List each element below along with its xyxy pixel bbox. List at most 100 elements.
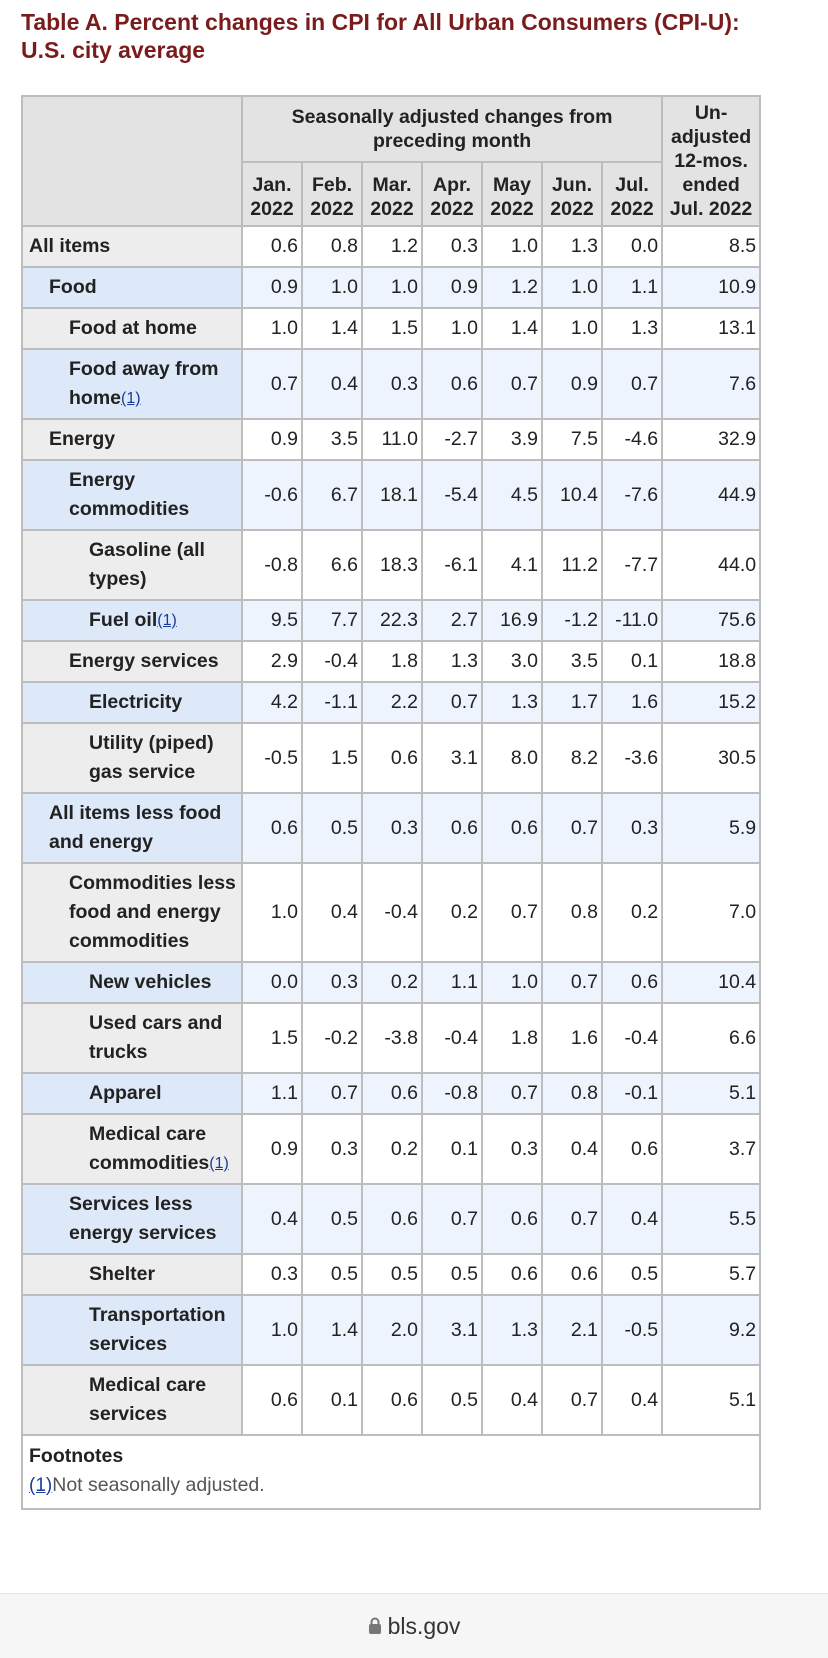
table-row: All items 0.6 0.8 1.2 0.3 1.0 1.3 0.0 8.5	[21, 225, 762, 268]
label-text: Electricity	[89, 691, 183, 713]
value-cell: -0.8	[241, 529, 303, 601]
value-cell: 1.2	[361, 225, 423, 268]
value-cell: 11.0	[361, 418, 423, 461]
footnote-link[interactable]: (1)	[209, 1155, 229, 1172]
value-cell: 0.7	[541, 1183, 603, 1255]
value-cell: 2.7	[421, 599, 483, 642]
header-row: Jan. 2022 Feb. 2022 Mar. 2022 Apr. 2022 May …	[22, 161, 760, 227]
value-cell: -0.8	[421, 1072, 483, 1115]
value-cell: 11.2	[541, 529, 603, 601]
value-cell: 1.0	[481, 225, 543, 268]
value-cell: 1.0	[421, 307, 483, 350]
header-row: Seasonally adjusted changes from precedi…	[21, 94, 762, 227]
value-cell: -0.4	[600, 1002, 664, 1074]
value-cell: -7.6	[600, 459, 664, 531]
value-cell: -0.1	[600, 1072, 664, 1115]
value-cell: 5.7	[661, 1253, 762, 1296]
value-cell: -0.5	[600, 1294, 664, 1366]
value-cell: 1.3	[541, 225, 603, 268]
value-cell: 0.1	[421, 1113, 483, 1185]
row-label: Energy	[21, 418, 243, 461]
label-text: Medical care commodities	[89, 1123, 210, 1174]
value-cell: 0.5	[600, 1253, 664, 1296]
value-cell: -1.2	[541, 599, 603, 642]
value-cell: 0.3	[301, 961, 363, 1004]
value-cell: 1.3	[481, 1294, 543, 1366]
month-header: Jan. 2022	[241, 161, 303, 227]
value-cell: 1.0	[541, 266, 603, 309]
value-cell: 0.8	[301, 225, 363, 268]
value-cell: 1.0	[481, 961, 543, 1004]
value-cell: 0.5	[301, 1253, 363, 1296]
value-cell: -0.5	[241, 722, 303, 794]
value-cell: -4.6	[600, 418, 664, 461]
value-cell: -0.2	[301, 1002, 363, 1074]
value-cell: 0.3	[421, 225, 483, 268]
value-cell: 0.7	[481, 862, 543, 963]
value-cell: 0.5	[361, 1253, 423, 1296]
table-row: Commodities less food and energy commodi…	[21, 862, 762, 963]
footnote-link[interactable]: (1)	[121, 390, 141, 407]
footnote-cell: Footnotes (1)Not seasonally adjusted.	[20, 1434, 762, 1510]
row-label: Medical care services	[21, 1364, 243, 1436]
value-cell: 0.5	[421, 1364, 483, 1436]
footnote-marker[interactable]: (1)	[29, 1475, 53, 1496]
table-row: Electricity 4.2 -1.1 2.2 0.7 1.3 1.7 1.6 15.2	[21, 681, 762, 724]
value-cell: 7.0	[661, 862, 762, 963]
value-cell: 0.4	[241, 1183, 303, 1255]
table-row: Medical care services 0.6 0.1 0.6 0.5 0.4 0.7 0…	[21, 1364, 762, 1436]
value-cell: 0.9	[421, 266, 483, 309]
row-label: Energy services	[21, 640, 243, 683]
footnote-link[interactable]: (1)	[157, 612, 177, 629]
label-text: All items less food and energy	[49, 802, 222, 853]
value-cell: 7.7	[301, 599, 363, 642]
value-cell: 0.7	[421, 681, 483, 724]
value-cell: 1.1	[600, 266, 664, 309]
value-cell: 10.9	[661, 266, 762, 309]
label-text: Shelter	[89, 1263, 156, 1285]
row-label: Gasoline (all types)	[21, 529, 243, 601]
table-row: Apparel 1.1 0.7 0.6 -0.8 0.7 0.8 -0.1 5.1	[21, 1072, 762, 1115]
row-label: All items less food and energy	[21, 792, 243, 864]
value-cell: 1.0	[541, 307, 603, 350]
value-cell: 8.5	[661, 225, 762, 268]
row-label: Fuel oil(1)	[21, 599, 243, 642]
value-cell: 15.2	[661, 681, 762, 724]
value-cell: 0.7	[600, 348, 664, 420]
value-cell: 22.3	[361, 599, 423, 642]
value-cell: 8.0	[481, 722, 543, 794]
table-row: Energy commodities -0.6 6.7 18.1 -5.4 4.5 10.4…	[21, 459, 762, 531]
value-cell: 0.2	[600, 862, 664, 963]
value-cell: 1.0	[241, 862, 303, 963]
value-cell: 10.4	[661, 961, 762, 1004]
value-cell: 7.6	[661, 348, 762, 420]
label-text: Commodities less food and energy commodi…	[69, 872, 236, 952]
month-header: May 2022	[481, 161, 543, 227]
value-cell: 0.7	[241, 348, 303, 420]
value-cell: 75.6	[661, 599, 762, 642]
value-cell: 30.5	[661, 722, 762, 794]
table-row: Medical care commodities(1) 0.9 0.3 0.2 0.1 0…	[21, 1113, 762, 1185]
value-cell: 5.1	[661, 1364, 762, 1436]
label-text: Food at home	[69, 317, 197, 339]
group-header: Seasonally adjusted changes from precedi…	[240, 94, 664, 164]
label-text: Fuel oil	[89, 609, 158, 631]
footnote-line: (1)Not seasonally adjusted.	[29, 1471, 753, 1500]
value-cell: 0.4	[600, 1183, 664, 1255]
table-row: Food away from home(1) 0.7 0.4 0.3 0.6 0.7 0.9…	[21, 348, 762, 420]
table-row: Fuel oil(1) 9.5 7.7 22.3 2.7 16.9 -1.2 -11.0 75.…	[21, 599, 762, 642]
label-text: Services less energy services	[69, 1193, 217, 1244]
value-cell: 2.2	[361, 681, 423, 724]
value-cell: 0.2	[421, 862, 483, 963]
value-cell: 44.0	[661, 529, 762, 601]
label-text: New vehicles	[89, 971, 212, 993]
value-cell: 3.0	[481, 640, 543, 683]
value-cell: 1.6	[541, 1002, 603, 1074]
value-cell: 1.0	[241, 307, 303, 350]
value-cell: 1.5	[361, 307, 423, 350]
value-cell: 18.8	[661, 640, 762, 683]
value-cell: -0.4	[361, 862, 423, 963]
value-cell: -5.4	[421, 459, 483, 531]
footnotes-title: Footnotes	[29, 1445, 124, 1467]
